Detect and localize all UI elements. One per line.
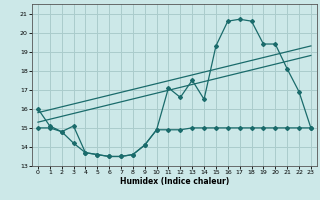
X-axis label: Humidex (Indice chaleur): Humidex (Indice chaleur) — [120, 177, 229, 186]
